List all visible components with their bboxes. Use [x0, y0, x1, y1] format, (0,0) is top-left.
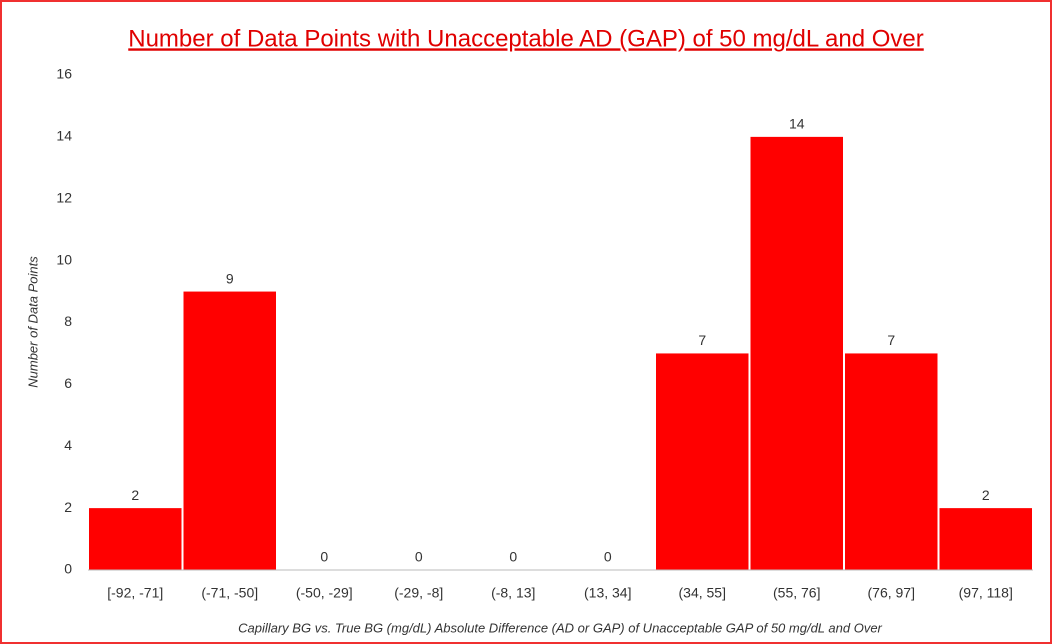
x-tick-label: (-50, -29]: [296, 585, 353, 601]
x-tick-label: (-29, -8]: [394, 585, 443, 601]
y-tick-label: 14: [56, 128, 72, 144]
chart-title: Number of Data Points with Unacceptable …: [128, 25, 924, 52]
x-tick-label: (55, 76]: [773, 585, 820, 601]
y-tick-label: 4: [64, 437, 72, 453]
y-tick-label: 6: [64, 375, 72, 391]
bar: [183, 291, 276, 570]
data-label: 7: [698, 332, 706, 348]
x-tick-label: (13, 34]: [584, 585, 631, 601]
y-axis-label: Number of Data Points: [25, 256, 40, 388]
data-label: 2: [982, 487, 990, 503]
y-tick-label: 16: [56, 66, 72, 82]
data-label: 0: [509, 549, 517, 565]
x-tick-label: (-71, -50]: [201, 585, 258, 601]
bar: [845, 353, 938, 570]
x-tick-label: (34, 55]: [679, 585, 726, 601]
bar: [750, 136, 843, 570]
bar: [939, 508, 1032, 570]
data-label: 2: [131, 487, 139, 503]
y-tick-label: 2: [64, 499, 72, 515]
data-label: 14: [789, 116, 805, 132]
y-tick-label: 12: [56, 189, 72, 205]
data-label: 0: [604, 549, 612, 565]
x-axis-label: Capillary BG vs. True BG (mg/dL) Absolut…: [238, 620, 882, 635]
y-tick-label: 10: [56, 251, 72, 267]
x-tick-label: (97, 118]: [959, 585, 1013, 601]
data-label: 0: [415, 549, 423, 565]
bar: [656, 353, 749, 570]
y-tick-label: 0: [64, 561, 72, 577]
x-tick-label: [-92, -71]: [107, 585, 163, 601]
x-tick-label: (76, 97]: [868, 585, 915, 601]
data-label: 7: [887, 332, 895, 348]
bar: [89, 508, 182, 570]
data-label: 0: [320, 549, 328, 565]
data-label: 9: [226, 270, 234, 286]
y-tick-label: 8: [64, 313, 72, 329]
x-tick-label: (-8, 13]: [491, 585, 535, 601]
